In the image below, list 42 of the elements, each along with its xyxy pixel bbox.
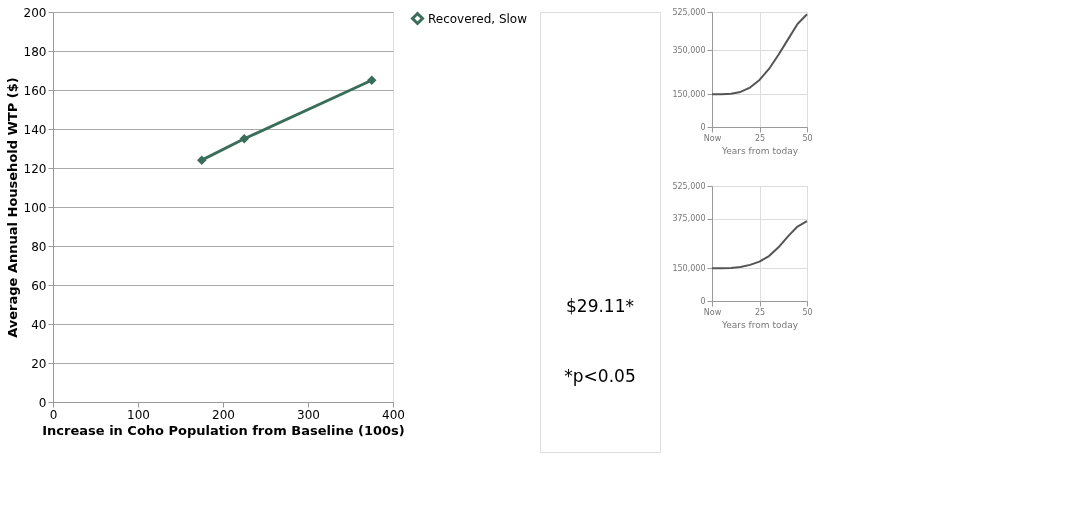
x-tick-label: 25: [754, 133, 766, 143]
point: [197, 155, 207, 165]
text: $29.11*: [566, 296, 634, 316]
x-axis-title: Years from today: [721, 319, 799, 330]
x-tick-label: 0: [49, 407, 58, 422]
x-tick-label: Now: [703, 307, 722, 317]
y-tick-label: 350,000: [672, 45, 706, 55]
y-axis-title: Average Annual Household WTP ($): [4, 77, 20, 338]
x-tick-label: 100: [127, 407, 150, 422]
y-tick-label: 150,000: [672, 89, 706, 99]
x-tick-label: 400: [382, 407, 405, 422]
x-tick-label: 50: [802, 307, 813, 317]
y-tick-label: 0: [700, 296, 706, 306]
x-axis-title: Years from today: [721, 145, 799, 156]
y-tick-label: 525,000: [672, 181, 706, 191]
y-tick-label: 100: [23, 200, 47, 215]
text: *p<0.05: [564, 366, 636, 386]
y-tick-label: 0: [38, 395, 47, 410]
legend-label: Recovered, Slow: [428, 11, 528, 26]
y-tick-label: 20: [31, 356, 47, 371]
line-series: [711, 220, 808, 270]
point: [239, 134, 249, 144]
y-tick-label: 140: [23, 122, 47, 137]
x-tick-label: 200: [212, 407, 235, 422]
line-series: [711, 13, 808, 96]
y-tick-label: 525,000: [672, 7, 706, 17]
y-tick-label: 120: [23, 161, 47, 176]
x-tick-label: 50: [802, 133, 813, 143]
y-tick-label: 375,000: [672, 214, 706, 224]
y-tick-label: 150,000: [672, 263, 706, 273]
x-axis-title: Increase in Coho Population from Baseline (100s): [42, 422, 405, 438]
point: [367, 75, 377, 85]
y-tick-label: 180: [23, 44, 47, 59]
x-tick-label: 25: [754, 307, 766, 317]
x-tick-label: Now: [703, 133, 722, 143]
y-tick-label: 0: [700, 122, 706, 132]
y-tick-label: 160: [23, 83, 47, 98]
y-tick-label: 40: [31, 317, 47, 332]
x-tick-label: 300: [297, 407, 320, 422]
y-tick-label: 200: [23, 5, 47, 20]
y-tick-label: 80: [31, 239, 47, 254]
y-tick-label: 60: [31, 278, 47, 293]
